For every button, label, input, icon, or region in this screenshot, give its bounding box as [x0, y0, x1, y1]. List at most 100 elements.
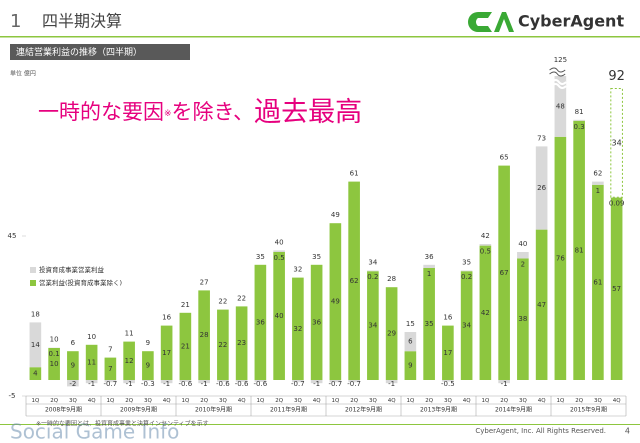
bar-segment [217, 309, 229, 380]
total-label: 92 [608, 69, 625, 84]
data-label: 62 [350, 277, 359, 285]
bar-segment [610, 197, 623, 380]
group-label: 2013年9月期 [420, 406, 457, 414]
total-label: 16 [162, 314, 171, 322]
bar-segment [142, 351, 154, 380]
data-label: 14 [31, 341, 40, 349]
headline-part: 過去最高 [254, 97, 362, 128]
data-label: -0.6 [179, 380, 193, 388]
x-tick-label: 2Q [200, 398, 208, 404]
total-label: 27 [200, 278, 209, 286]
x-tick-label: 3Q [69, 398, 77, 404]
page-number: 4 [625, 427, 630, 436]
total-label: 73 [537, 134, 546, 142]
y-tick-label: -5 [9, 392, 16, 400]
bar-segment [123, 380, 135, 384]
data-label: 21 [181, 342, 190, 350]
bar-segment [29, 367, 42, 380]
total-label: 7 [108, 346, 112, 354]
y-tick-label: 45 [8, 232, 17, 240]
bar-segment [160, 380, 173, 384]
subtitle-bar [10, 44, 190, 60]
data-label: 17 [443, 349, 452, 357]
bar-segment [367, 270, 379, 272]
data-label: 36 [256, 318, 265, 326]
total-label: 16 [443, 314, 452, 322]
legend-swatch [30, 267, 36, 273]
bar-segment [29, 322, 42, 368]
data-label: -0.7 [291, 380, 305, 388]
data-label: 76 [556, 254, 565, 262]
group-label: 2014年9月期 [495, 406, 532, 414]
x-tick-label: 1Q [256, 398, 264, 404]
data-label: 7 [108, 365, 112, 373]
group-label: 2011年9月期 [270, 406, 307, 414]
total-label: 28 [387, 275, 396, 283]
bar-segment [48, 348, 60, 380]
data-label: 49 [331, 298, 340, 306]
x-tick-label: 2Q [125, 398, 133, 404]
headline: 一時的な要因※を除き、過去最高 [38, 97, 362, 128]
total-label: 61 [350, 170, 359, 178]
header-rule [0, 36, 640, 38]
total-label: 35 [256, 253, 265, 261]
legend-swatch [30, 280, 36, 286]
bar-segment [367, 271, 379, 380]
data-label: -0.6 [235, 380, 249, 388]
x-tick-label: 2Q [50, 398, 58, 404]
bar-segment [292, 277, 304, 380]
total-label: 40 [518, 240, 527, 248]
total-label: 10 [50, 336, 59, 344]
data-label: 34 [612, 138, 622, 147]
bar-segment [254, 264, 267, 380]
data-label: 29 [387, 330, 396, 338]
bar-segment [404, 332, 417, 352]
data-label: 22 [218, 341, 227, 349]
plot: -545414181Q100.1102Q9-263Q11-1104Q7-0.77… [8, 56, 627, 417]
copyright: CyberAgent, Inc. All Rights Reserved. [475, 427, 606, 435]
total-label: 9 [146, 339, 150, 347]
headline-part: ※ [164, 109, 172, 119]
bar-segment [535, 146, 548, 230]
data-label: 42 [481, 309, 490, 317]
x-tick-label: 1Q [31, 398, 39, 404]
bar-segment [123, 341, 135, 380]
x-tick-label: 3Q [444, 398, 452, 404]
bar-segment [292, 380, 304, 383]
data-label: 40 [275, 312, 284, 320]
total-label: 35 [312, 253, 321, 261]
data-label: 57 [612, 285, 621, 293]
bar-segment [385, 380, 398, 384]
data-label: -0.7 [104, 380, 118, 388]
footer-rule [0, 424, 640, 425]
data-label: 9 [71, 362, 75, 370]
data-label: -0.7 [347, 380, 361, 388]
total-label: 10 [87, 333, 96, 341]
bar-segment [104, 357, 117, 380]
bar-segment [198, 290, 210, 380]
unit-label: 単位 億円 [10, 70, 36, 78]
bar-segment [479, 244, 492, 246]
data-label: 32 [293, 325, 302, 333]
total-label: 32 [293, 266, 302, 274]
headline-part: 一時的な要因 [38, 100, 164, 124]
total-label: 65 [500, 154, 509, 162]
bar-segment [592, 181, 604, 185]
bar-segment [179, 312, 192, 380]
headline-part: を除き、 [172, 100, 255, 124]
bar-segment [104, 380, 117, 383]
bar-segment [610, 88, 623, 198]
x-tick-label: 1Q [331, 398, 339, 404]
bar-segment [573, 119, 585, 121]
total-label: 34 [368, 259, 377, 267]
x-tick-label: 4Q [313, 398, 321, 404]
data-label: -1 [88, 380, 95, 388]
group-label: 2010年9月期 [195, 406, 232, 414]
x-tick-label: 3Q [594, 398, 602, 404]
data-label: -1 [313, 380, 320, 388]
x-tick-label: 1Q [481, 398, 489, 404]
bar-segment [554, 136, 567, 380]
bar-segment [479, 245, 492, 380]
x-tick-label: 4Q [88, 398, 96, 404]
total-label: 42 [481, 232, 490, 240]
